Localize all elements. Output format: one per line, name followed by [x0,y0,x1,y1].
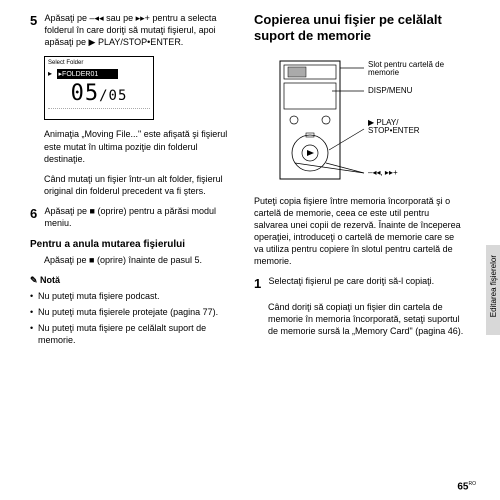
note-item: Nu puteţi muta fişiere podcast. [30,290,240,302]
page-number-sub: RO [469,481,477,487]
side-tab-text: Editarea fişierelor [489,255,498,317]
note-item: Nu puteţi muta fişierele protejate (pagi… [30,306,240,318]
label-slot: Slot pentru cartelă de memorie [368,61,450,79]
step-6-text: Apăsaţi pe ■ (oprire) pentru a părăsi mo… [45,205,239,229]
left-column: 5 Apăsaţi pe –◂◂ sau pe ▸▸+ pentru a sel… [30,12,240,350]
step-5-text: Apăsaţi pe –◂◂ sau pe ▸▸+ pentru a selec… [45,12,239,48]
label-play: ▶ PLAY/ STOP•ENTER [368,119,420,137]
lcd-folder-arrow: ▸ [48,69,52,78]
label-disp: DISP/MENU [368,87,412,96]
cancel-text: Apăsaţi pe ■ (oprire) înainte de pasul 5… [44,254,240,266]
lcd-folder-name: ▸FOLDER01 [57,69,118,79]
step-1: 1 Selectaţi fişierul pe care doriţi să-l… [254,275,464,293]
note-heading: ✎ Notă [30,275,240,286]
warn-paragraph: Când mutaţi un fişier într-un alt folder… [44,173,240,197]
step-5-number: 5 [30,12,42,30]
lcd-illustration: Select Folder ▸ ▸FOLDER01 05/05 [44,56,154,120]
intro-paragraph: Puteţi copia fişiere între memoria încor… [254,195,464,268]
note-item: Nu puteţi muta fişiere pe celălalt supor… [30,322,240,346]
cancel-heading: Pentru a anula mutarea fişierului [30,239,240,250]
page-number: 65RO [457,481,476,492]
lcd-folder-row: ▸ ▸FOLDER01 [48,68,150,79]
step-6-number: 6 [30,205,42,223]
section-title: Copierea unui fişier pe celălalt suport … [254,12,464,45]
step-6: 6 Apăsaţi pe ■ (oprire) pentru a părăsi … [30,205,240,229]
anim-paragraph: Animaţia „Moving File..." este afişată ş… [44,128,240,164]
right-column: Copierea unui fişier pe celălalt suport … [254,12,464,350]
lcd-digits-main: 05 [71,81,100,106]
lcd-top-label: Select Folder [48,60,150,66]
step-5: 5 Apăsaţi pe –◂◂ sau pe ▸▸+ pentru a sel… [30,12,240,48]
step-1-text: Selectaţi fişierul pe care doriţi să-l c… [269,275,463,287]
step-1-paragraph: Când doriţi să copiaţi un fişier din car… [268,301,464,337]
lcd-digits: 05/05 [48,81,150,106]
step-1-number: 1 [254,275,266,293]
lcd-digits-small: 05 [109,88,128,104]
lcd-bottom-bar [48,108,150,116]
device-illustration: Slot pentru cartelă de memorie DISP/MENU… [274,55,454,185]
notes-list: Nu puteţi muta fişiere podcast. Nu puteţ… [30,290,240,347]
lcd-digits-sep: / [99,88,108,104]
label-rewff: –◂◂, ▸▸+ [368,169,398,178]
page-number-value: 65 [457,481,468,492]
